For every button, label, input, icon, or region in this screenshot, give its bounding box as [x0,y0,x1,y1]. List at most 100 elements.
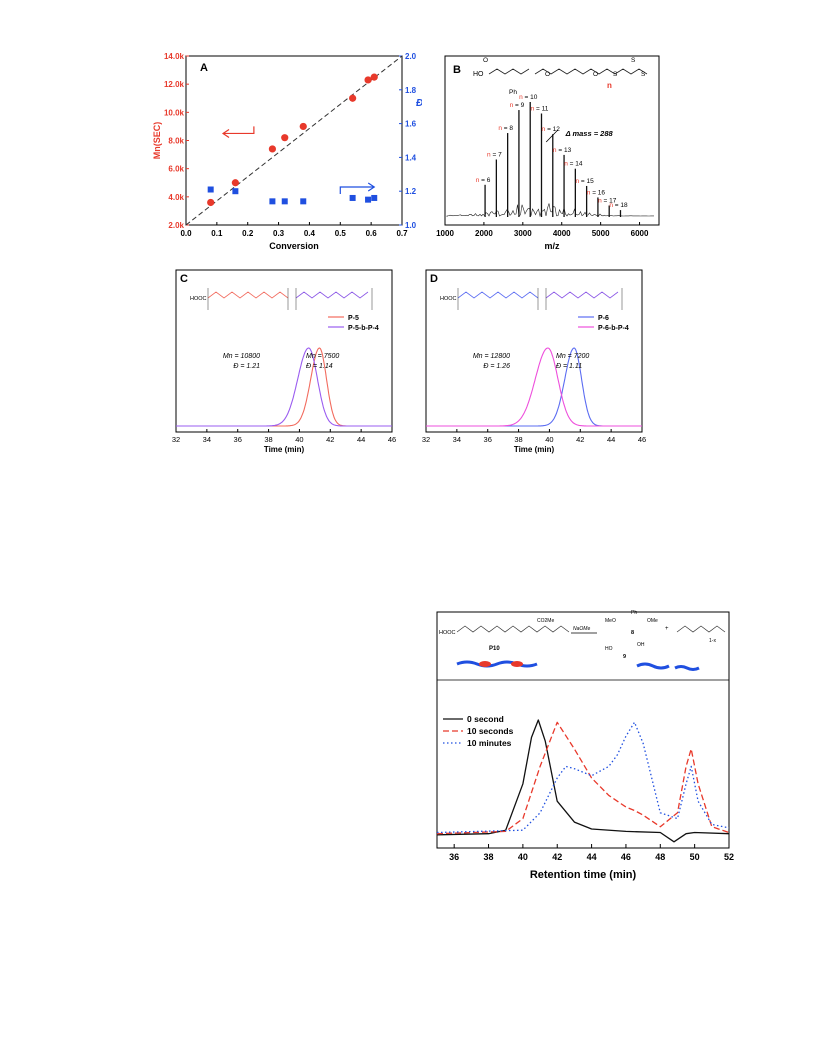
dispersity-point [208,187,214,193]
mn-point [300,123,307,130]
scheme-p10: P10 [489,646,500,652]
scheme-polymer [457,626,569,632]
y-tick-label-right: 2.0 [405,52,417,61]
chart-c: 32 34 36 38 40 42 44 46 Time (min) C P-5 P-5-b-P-4 M… [160,266,412,460]
mn-point [281,134,288,141]
x-tick-label: 3000 [514,229,532,238]
y-axis-label-right: Đ [416,98,422,109]
y-tick-label-left: 12.0k [164,80,185,89]
struct-o: O [483,57,488,64]
struct-block-2 [296,292,368,298]
x-tick-label: 46 [621,852,631,862]
scheme-hooc: HOOC [439,630,456,636]
y-tick-label-right: 1.8 [405,86,417,95]
struct-hooc: HOOC [440,296,457,302]
panel-e: 36 38 40 42 44 46 48 50 52 Retention time (min) 0 … [415,600,745,900]
x-tick-label: 42 [576,435,584,444]
legend-label: 10 seconds [467,726,514,736]
x-tick-label: 44 [587,852,597,862]
x-axis-label: Conversion [269,241,319,251]
y-axis-label-left: Mn(SEC) [152,122,162,160]
x-tick-label: 52 [724,852,734,862]
chart-d: 32 34 36 38 40 42 44 46 Time (min) D P-6 P-6-b-P-4 M… [410,266,670,460]
mn-point [207,199,214,206]
x-tick-label: 50 [690,852,700,862]
annotation-mn-left: Mn = 10800 [223,353,260,360]
x-tick-label: 34 [453,435,461,444]
x-tick-label: 42 [552,852,562,862]
struct-s3: S [641,71,646,78]
x-tick-label: 38 [484,852,494,862]
x-tick-label: 0.1 [211,229,223,238]
x-tick-label: 40 [518,852,528,862]
panel-letter: A [200,62,208,74]
x-tick-label: 5000 [592,229,610,238]
y-tick-label-left: 4.0k [168,193,184,202]
struct-hooc: HOOC [190,296,207,302]
panel-letter: C [180,273,188,285]
cartoon-fragment [637,664,669,668]
scheme-co2me: CO2Me [537,618,554,624]
panel-b: 1000 2000 3000 4000 5000 6000 m/z Bn = 6 n = 7 n … [425,50,665,265]
annotation-mn-right: Mn = 7500 [306,353,339,360]
x-tick-label: 48 [655,852,665,862]
mn-point [364,76,371,83]
peak-label: n = 7 [487,152,502,159]
peak-label: n = 8 [498,125,513,132]
x-tick-label: 4000 [553,229,571,238]
x-axis-label: Retention time (min) [530,869,637,881]
struct-s2: S [631,57,636,64]
dispersity-point [365,197,371,203]
dispersity-point [269,198,275,204]
x-tick-label: 0.4 [304,229,316,238]
struct-brackets [458,288,622,310]
struct-brackets [208,288,372,310]
panel-a: 0.0 0.1 0.2 0.3 0.4 0.5 0.6 0.7 2.0k 4.0k 6.0k 8.0k… [150,50,422,265]
struct-ho: HO [473,71,484,78]
scheme-reagent: NaOMe [573,626,590,632]
y-tick-label-right: 1.6 [405,120,417,129]
legend-label: 10 minutes [467,738,512,748]
x-tick-label: 44 [357,435,365,444]
gpc-trace [176,348,392,426]
x-tick-label: 36 [234,435,242,444]
struct-backbone [489,69,647,74]
plot-frame [445,56,659,225]
scheme-product [677,626,725,632]
x-tick-label: 40 [545,435,553,444]
y-tick-label-left: 6.0k [168,165,184,174]
plot-frame [426,270,642,432]
scheme-ho: HO [605,646,613,652]
annotation-d-left: Đ = 1.21 [233,363,260,370]
panel-c: 32 34 36 38 40 42 44 46 Time (min) C P-5 P-5-b-P-4 M… [160,266,412,460]
dispersity-point [282,198,288,204]
annotation-d-left: Đ = 1.26 [483,363,510,370]
peak-label: n = 6 [476,177,491,184]
y-tick-label-right: 1.0 [405,221,417,230]
chart-a: 0.0 0.1 0.2 0.3 0.4 0.5 0.6 0.72.0k4.0k6.0k8.0k… [150,50,422,265]
x-axis-label: Time (min) [514,445,555,454]
y-tick-label-right: 1.2 [405,187,417,196]
peak-label: n = 9 [510,102,525,109]
peak-label: n = 13 [553,147,572,154]
annotation-d-right: Đ = 1.14 [306,363,333,370]
x-tick-label: 1000 [436,229,454,238]
x-tick-label: 38 [264,435,272,444]
mn-point [371,74,378,81]
x-tick-label: 32 [172,435,180,444]
struct-block-2 [546,292,618,298]
x-axis-label: Time (min) [264,445,305,454]
x-tick-label: 0.3 [273,229,285,238]
x-tick-label: 40 [295,435,303,444]
legend-label: P-6 [598,315,609,322]
scheme-8: 8 [631,630,634,636]
legend-label: P-5-b-P-4 [348,325,379,332]
legend-label: P-5 [348,315,359,322]
x-tick-label: 0.5 [335,229,347,238]
scheme-9: 9 [623,654,626,660]
panel-letter: D [430,273,438,285]
peak-label: n = 12 [542,126,561,133]
struct-o3: O [593,71,598,78]
struct-block-1 [458,292,538,298]
peak-label: n = 14 [564,161,583,168]
